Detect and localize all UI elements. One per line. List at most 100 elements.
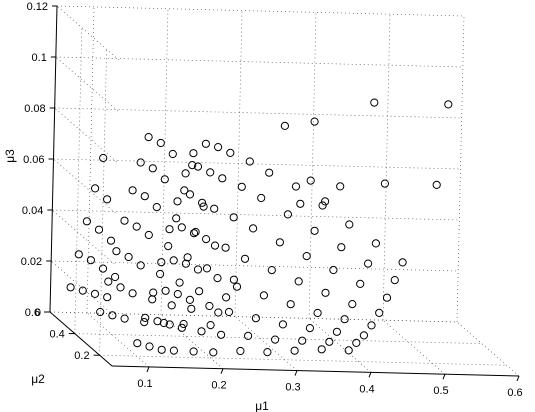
z-tick-label: 0.1 <box>32 52 47 64</box>
data-point <box>168 149 177 159</box>
data-point <box>111 272 120 282</box>
x-tick-label: 0.3 <box>285 382 300 394</box>
data-point <box>188 161 197 170</box>
data-point <box>175 278 184 287</box>
data-point <box>90 289 100 298</box>
z-tick-label: 0.06 <box>23 154 44 166</box>
data-point <box>99 153 108 163</box>
grid-line <box>54 107 117 163</box>
data-point <box>271 335 280 344</box>
data-point <box>321 288 330 297</box>
data-point <box>214 308 223 317</box>
data-point <box>104 277 113 286</box>
data-point <box>236 346 245 356</box>
z-tick-label: 0.04 <box>22 205 43 217</box>
data-point <box>172 214 181 223</box>
data-point <box>183 253 192 262</box>
data-point <box>66 283 75 292</box>
data-point <box>222 293 231 302</box>
data-point <box>198 198 207 207</box>
data-point <box>152 203 161 212</box>
axes-frame <box>44 5 520 382</box>
data-point <box>356 279 365 288</box>
grid-line <box>54 107 462 119</box>
data-point <box>141 313 150 322</box>
data-point <box>197 327 206 336</box>
data-point <box>177 323 186 332</box>
z-tick-label: 0.02 <box>21 256 42 268</box>
data-point <box>364 259 373 268</box>
data-point <box>116 283 125 292</box>
data-point <box>306 176 315 185</box>
grid-line <box>56 5 465 17</box>
z-tick-label: 0 <box>35 307 41 319</box>
data-point <box>214 143 223 152</box>
data-point <box>398 258 407 267</box>
data-point <box>86 256 96 265</box>
x-tick-mark <box>368 372 372 378</box>
data-point <box>82 217 92 226</box>
data-point <box>173 290 182 299</box>
grid-line <box>53 158 116 214</box>
grid-line <box>99 354 507 366</box>
data-point <box>94 225 104 234</box>
data-point <box>210 204 219 213</box>
x-tick-mark <box>146 366 150 373</box>
data-point <box>232 282 242 291</box>
grid-line <box>51 260 459 272</box>
data-point <box>98 264 108 273</box>
data-point <box>132 222 141 231</box>
data-point <box>160 175 169 184</box>
x-tick-label: 0.5 <box>433 385 448 397</box>
data-point <box>167 301 176 310</box>
data-point <box>201 139 210 148</box>
data-point <box>140 318 149 327</box>
data-point <box>313 308 322 318</box>
grid-line <box>56 5 120 61</box>
data-point <box>189 149 198 158</box>
grid-line <box>55 56 463 68</box>
grid-lines <box>49 5 520 377</box>
data-point <box>120 314 129 323</box>
data-point <box>213 274 222 283</box>
data-point <box>209 348 218 357</box>
data-point <box>148 295 157 304</box>
data-point <box>267 266 276 275</box>
data-point <box>352 338 361 347</box>
data-point <box>103 195 112 204</box>
data-point <box>187 304 196 313</box>
data-point <box>144 133 153 142</box>
data-point <box>345 220 354 229</box>
data-point <box>164 242 173 251</box>
data-point <box>193 265 203 274</box>
data-point <box>140 192 149 201</box>
data-point <box>229 275 238 284</box>
data-point <box>156 138 165 148</box>
data-point <box>148 164 157 173</box>
data-point <box>382 293 392 302</box>
data-point <box>78 286 87 295</box>
data-point <box>283 210 292 219</box>
grid-line <box>86 312 150 368</box>
data-point <box>74 250 83 259</box>
grid-line <box>50 260 114 316</box>
data-point <box>217 330 226 339</box>
z-tick-label: 0.12 <box>27 1 48 13</box>
data-point <box>221 243 230 252</box>
data-point <box>370 98 379 107</box>
data-point <box>367 321 376 330</box>
y-tick-label: 0.2 <box>74 350 89 362</box>
x-tick-label: 0.1 <box>137 378 152 390</box>
data-point <box>224 307 234 317</box>
data-point <box>179 319 188 329</box>
data-point <box>317 345 326 354</box>
grid-line <box>382 319 446 375</box>
data-point <box>181 169 190 178</box>
data-point <box>96 307 105 317</box>
data-point <box>359 331 368 340</box>
data-point <box>432 180 441 189</box>
data-point <box>265 168 274 177</box>
data-point <box>103 293 112 302</box>
data-point <box>310 226 319 235</box>
z-tick-label: 0.08 <box>24 103 45 115</box>
